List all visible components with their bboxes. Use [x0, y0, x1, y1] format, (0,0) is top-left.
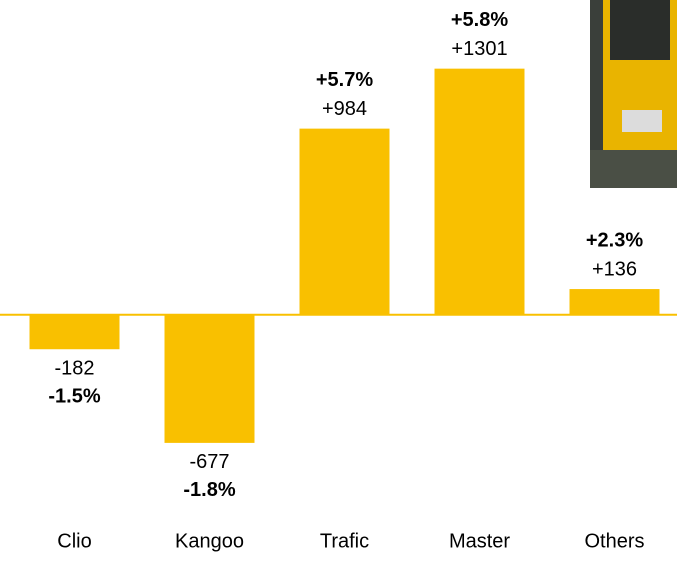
percent-label: -1.5%: [48, 386, 100, 408]
x-tick-label: Kangoo: [175, 530, 244, 552]
x-tick-label: Clio: [57, 530, 91, 552]
bar: [300, 129, 390, 315]
bar: [570, 289, 660, 315]
bar: [30, 315, 120, 349]
chart: Clio -182 -1.5% Kangoo -677 -1.8% Trafic +5.7% +…: [0, 0, 677, 561]
photo: [590, 0, 677, 188]
value-label: -182: [54, 358, 94, 380]
value-label: +984: [322, 98, 367, 120]
value-label: -677: [189, 451, 229, 473]
x-tick-label: Master: [449, 530, 510, 552]
bar: [165, 315, 255, 443]
percent-label: +5.7%: [316, 69, 373, 91]
x-tick-label: Others: [584, 530, 644, 552]
percent-label: -1.8%: [183, 479, 235, 501]
percent-label: +2.3%: [586, 229, 643, 251]
bar: [435, 69, 525, 315]
value-label: +136: [592, 258, 637, 280]
percent-label: +5.8%: [451, 9, 508, 31]
x-tick-label: Trafic: [320, 530, 369, 552]
value-label: +1301: [451, 38, 507, 60]
